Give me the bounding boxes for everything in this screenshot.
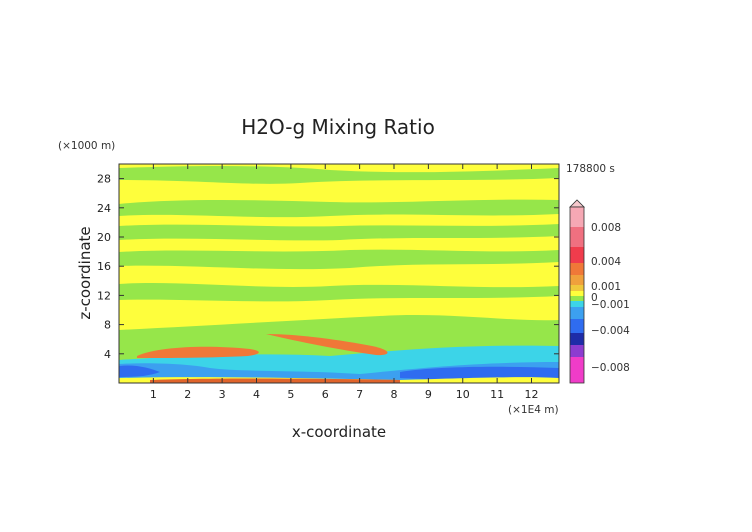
cb-seg-1 (570, 207, 584, 227)
x-tick-label: 10 (456, 388, 470, 401)
cb-seg-9 (570, 301, 584, 307)
green-band-28 (119, 166, 559, 184)
green-band-24 (119, 199, 559, 218)
cb-seg-4 (570, 263, 584, 275)
x-tick-label: 3 (219, 388, 226, 401)
colorbar-tick-label: 0.004 (591, 256, 621, 268)
y-unit-label: (×1000 m) (58, 140, 115, 152)
cb-seg-8 (570, 296, 584, 301)
y-tick-label: 12 (97, 289, 111, 302)
cb-seg-2 (570, 227, 584, 247)
green-band-20 (119, 224, 559, 241)
x-tick-label: 9 (425, 388, 432, 401)
x-tick-label: 4 (253, 388, 260, 401)
cb-seg-10 (570, 307, 584, 319)
y-tick-label: 8 (104, 319, 111, 332)
x-unit-label: (×1E4 m) (508, 404, 559, 416)
cb-seg-6 (570, 285, 584, 291)
y-tick-label: 4 (104, 348, 111, 361)
colorbar-top-arrow (569, 199, 585, 208)
green-band-16 (119, 249, 559, 270)
y-axis-label: z-coordinate (76, 226, 94, 319)
cb-seg-13 (570, 345, 584, 357)
x-tick-label: 6 (322, 388, 329, 401)
colorbar-tick-label: 0.001 (591, 281, 621, 293)
y-axis-ticks: 4 8 12 16 20 24 28 (97, 173, 559, 361)
cb-seg-7 (570, 291, 584, 296)
x-tick-label: 8 (391, 388, 398, 401)
colorbar-tick-label: −0.008 (591, 362, 630, 374)
cb-seg-14 (570, 357, 584, 383)
x-tick-label: 2 (184, 388, 191, 401)
green-band-12 (119, 283, 559, 302)
time-label: 178800 s (566, 163, 615, 175)
y-tick-label: 24 (97, 202, 111, 215)
y-tick-label: 28 (97, 173, 111, 186)
x-tick-label: 12 (525, 388, 539, 401)
x-axis-ticks: 1 2 3 4 5 6 7 8 9 10 11 12 (150, 164, 539, 401)
cb-seg-11 (570, 319, 584, 333)
plot-frame (118, 163, 560, 384)
cb-seg-5 (570, 275, 584, 285)
x-tick-label: 7 (356, 388, 363, 401)
cb-seg-12 (570, 333, 584, 345)
x-tick-label: 5 (287, 388, 294, 401)
blue-layer-right (400, 366, 559, 380)
y-tick-label: 20 (97, 231, 111, 244)
x-tick-label: 11 (490, 388, 504, 401)
x-axis-label: x-coordinate (292, 423, 386, 441)
cb-seg-3 (570, 247, 584, 263)
blue-layer-left (119, 365, 160, 377)
colorbar-tick-label: −0.004 (591, 325, 630, 337)
y-tick-label: 16 (97, 260, 111, 273)
colorbar-tick-label: −0.001 (591, 299, 630, 311)
colorbar-tick-label: 0.008 (591, 222, 621, 234)
orange-surface (150, 378, 400, 383)
colorbar-frame (569, 206, 585, 384)
contour-field (119, 164, 559, 383)
orange-patch-left (137, 346, 259, 358)
chart-title: H2O-g Mixing Ratio (241, 115, 435, 139)
x-tick-label: 1 (150, 388, 157, 401)
orange-patch-center (266, 334, 388, 356)
colorbar-tick-label: 0 (591, 292, 598, 304)
